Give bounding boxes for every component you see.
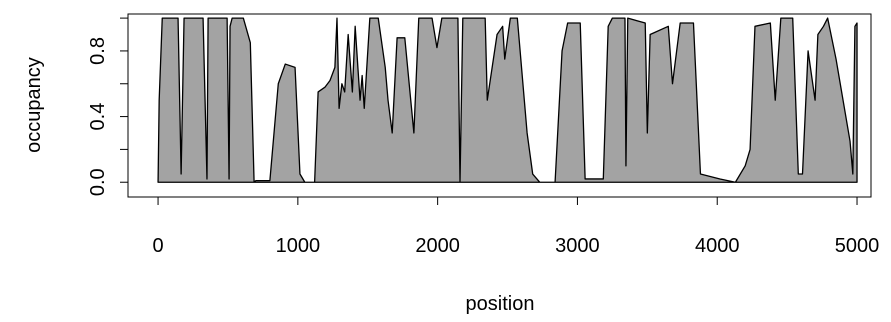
x-axis-label: position <box>466 293 535 315</box>
y-tick-label: 0.0 <box>87 168 109 196</box>
area <box>157 17 858 183</box>
y-tick-label: 0.8 <box>87 37 109 65</box>
y-tick-label: 0.4 <box>87 103 109 131</box>
x-tick-label: 5000 <box>835 235 880 257</box>
x-tick-label: 2000 <box>415 235 460 257</box>
y-axis-label: occupancy <box>23 57 45 153</box>
x-tick-label: 3000 <box>555 235 600 257</box>
x-tick-label: 4000 <box>695 235 740 257</box>
x-tick-label: 0 <box>152 235 163 257</box>
x-tick-label: 1000 <box>276 235 321 257</box>
